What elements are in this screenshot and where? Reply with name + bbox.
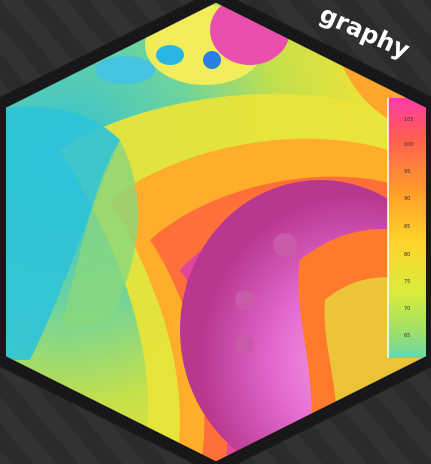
scale-label-65: 65 bbox=[404, 333, 410, 339]
scale-label-95: 95 bbox=[404, 169, 410, 175]
scale-label-75: 75 bbox=[404, 279, 410, 285]
scale-label-80: 80 bbox=[404, 252, 410, 258]
disc-hole bbox=[273, 233, 297, 257]
scale-label-100: 100 bbox=[404, 142, 414, 148]
disc-hole bbox=[235, 290, 255, 310]
scale-label-85: 85 bbox=[404, 224, 410, 230]
scale-label-90: 90 bbox=[404, 196, 410, 202]
scale-label-105: 105 bbox=[404, 117, 414, 123]
scale-label-70: 70 bbox=[404, 306, 410, 312]
disc-hole bbox=[235, 335, 255, 355]
temperature-scale: 105 100 95 90 85 80 75 70 65 bbox=[387, 98, 431, 358]
